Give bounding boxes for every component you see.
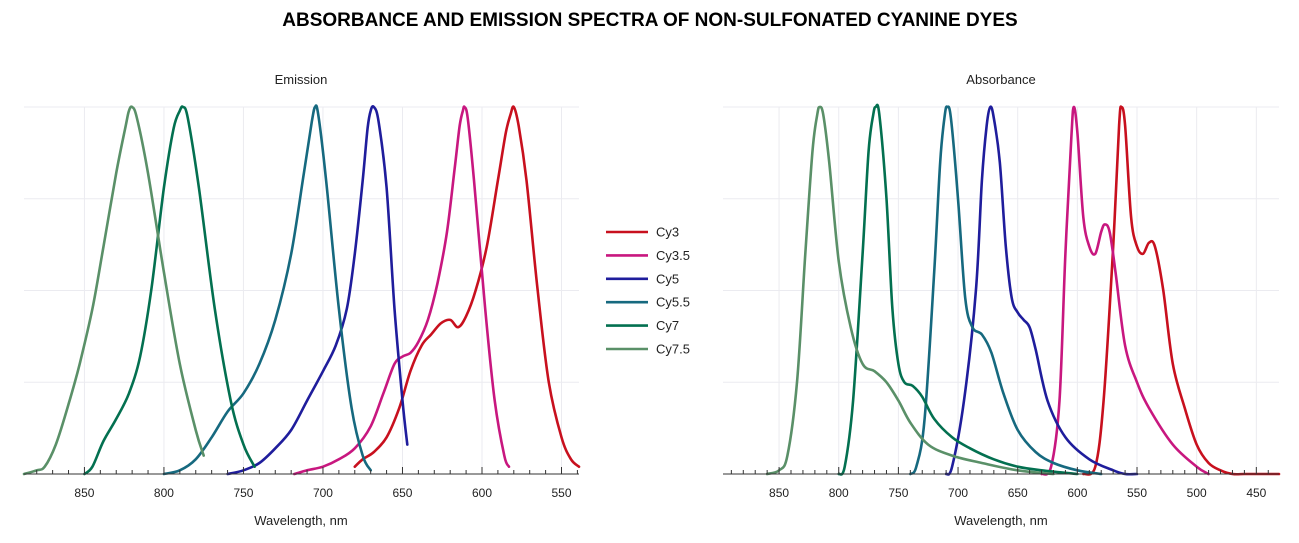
emission-tick-label: 550	[551, 486, 571, 500]
legend-label-cy3: Cy3	[656, 225, 679, 240]
absorbance-panel: Absorbance 450 500 550 600 650 700 750 800 850 W…	[723, 72, 1281, 528]
emission-series-cy3-5	[293, 105, 511, 476]
legend: Cy3 Cy3.5 Cy5 Cy5.5 Cy7 Cy7.5	[606, 225, 690, 357]
legend-label-cy7: Cy7	[656, 318, 679, 333]
legend-label-cy7-5: Cy7.5	[656, 342, 690, 357]
absorbance-tick-label: 450	[1246, 486, 1266, 500]
emission-tick-label: 650	[392, 486, 412, 500]
absorbance-tick-label: 750	[888, 486, 908, 500]
absorbance-tick-label: 650	[1008, 486, 1028, 500]
absorbance-tick-label: 800	[829, 486, 849, 500]
absorbance-series-group	[765, 103, 1281, 476]
emission-series-cy7-5	[22, 105, 205, 476]
absorbance-series-cy7	[837, 103, 1079, 476]
absorbance-tick-label: 600	[1067, 486, 1087, 500]
absorbance-series-cy5-5	[909, 105, 1103, 476]
absorbance-series-cy3-5	[1040, 105, 1210, 476]
absorbance-tick-label: 700	[948, 486, 968, 500]
absorbance-x-axis-title: Wavelength, nm	[954, 513, 1047, 528]
figure-title: ABSORBANCE AND EMISSION SPECTRA OF NON-S…	[282, 10, 1017, 31]
emission-panel: Emission 550 600 650 700 750 800 850 Wavelengt…	[22, 72, 581, 528]
absorbance-tick-label: 850	[769, 486, 789, 500]
absorbance-tick-label: 500	[1187, 486, 1207, 500]
emission-x-axis-title: Wavelength, nm	[254, 513, 347, 528]
emission-panel-title: Emission	[275, 72, 328, 87]
emission-series-cy3	[353, 105, 581, 468]
emission-tick-label: 850	[74, 486, 94, 500]
legend-label-cy5-5: Cy5.5	[656, 295, 690, 310]
emission-tick-label: 700	[313, 486, 333, 500]
absorbance-x-axis: 450 500 550 600 650 700 750 800 850	[723, 467, 1279, 500]
absorbance-series-cy5	[944, 105, 1139, 476]
emission-tick-label: 600	[472, 486, 492, 500]
legend-label-cy5: Cy5	[656, 271, 679, 286]
emission-series-group	[22, 104, 581, 476]
absorbance-series-cy7-5	[765, 105, 1055, 476]
emission-series-cy5-5	[162, 104, 372, 476]
absorbance-tick-label: 550	[1127, 486, 1147, 500]
emission-series-cy5	[226, 104, 409, 476]
legend-label-cy3-5: Cy3.5	[656, 248, 690, 263]
emission-x-axis: 550 600 650 700 750 800 850	[24, 467, 579, 500]
absorbance-panel-title: Absorbance	[966, 72, 1035, 87]
emission-grid	[24, 106, 579, 475]
emission-tick-label: 800	[154, 486, 174, 500]
emission-series-cy7	[83, 105, 256, 476]
emission-tick-label: 750	[233, 486, 253, 500]
